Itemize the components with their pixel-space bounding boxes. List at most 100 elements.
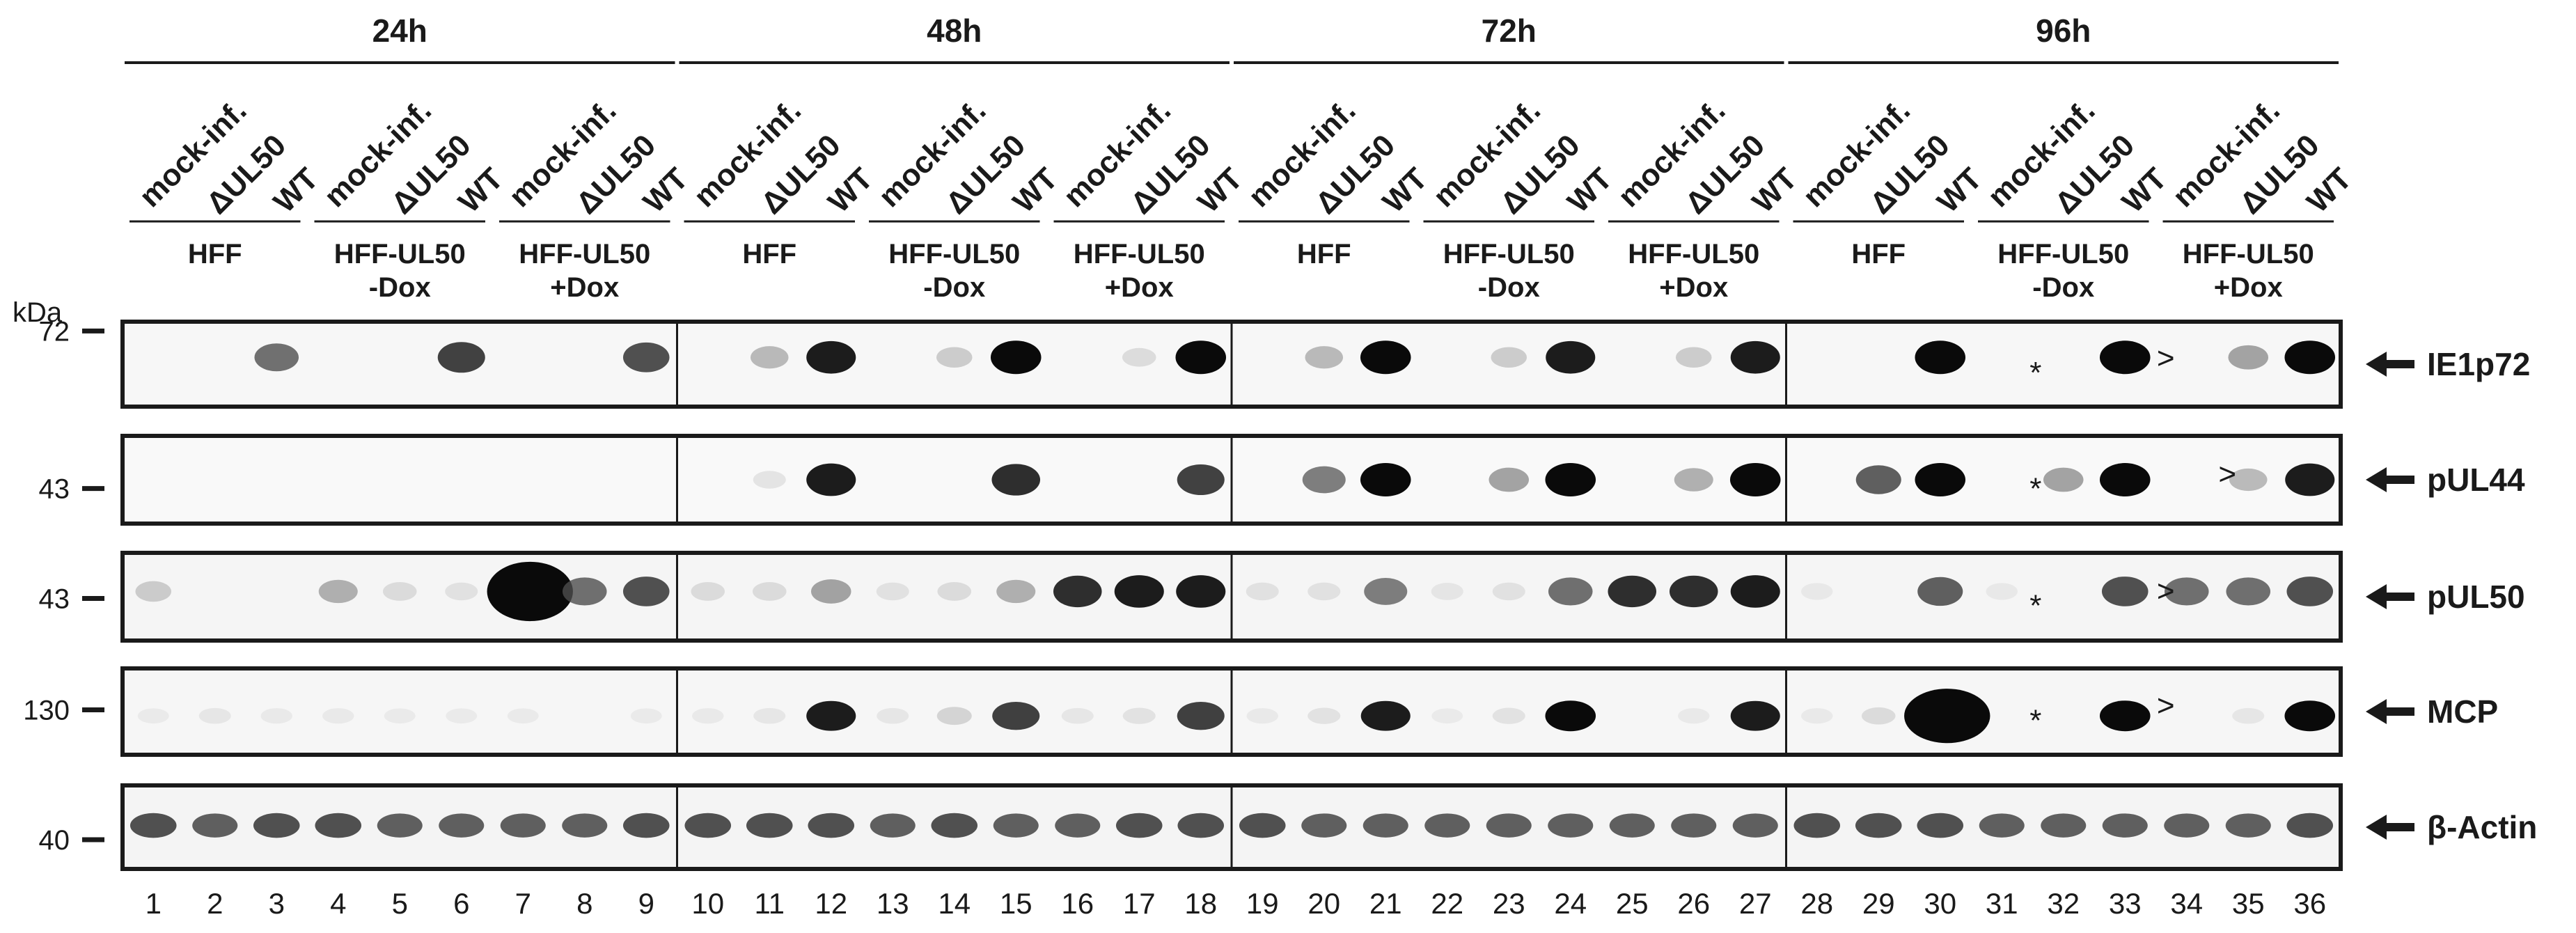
band-lane-4 [315, 813, 362, 838]
lane-number: 27 [1739, 887, 1772, 920]
lane-number: 32 [2047, 887, 2080, 920]
band-lane-14 [937, 582, 971, 601]
band-lane-27 [1729, 463, 1781, 496]
band-lane-17 [1114, 575, 1164, 608]
arrow-left-icon [2366, 815, 2414, 840]
band-lane-6 [439, 813, 485, 838]
condition-label: WT [637, 162, 695, 219]
lane-number: 35 [2232, 887, 2265, 920]
band-lane-28 [1793, 813, 1841, 838]
band-lane-23 [1489, 467, 1530, 492]
condition-label: WT [1191, 162, 1249, 219]
band-lane-36 [2284, 700, 2336, 732]
lane-number: 25 [1616, 887, 1649, 920]
band-lane-8 [562, 813, 608, 838]
blot-panels [120, 320, 2343, 871]
condition-label: WT [1561, 162, 1619, 219]
band-lane-35 [2226, 577, 2271, 606]
band-lane-31 [1986, 583, 2018, 600]
band-lane-12 [806, 700, 856, 731]
cell-line-label: HFF [188, 239, 242, 269]
condition-label: WT [267, 162, 325, 219]
band-lane-16 [1061, 707, 1094, 724]
band-lane-27 [1730, 575, 1780, 608]
band-lane-2 [198, 707, 231, 724]
panel-ie1p72 [120, 320, 2343, 409]
band-lane-23 [1492, 582, 1525, 601]
condition-label: WT [1376, 162, 1434, 219]
panel-frame [120, 551, 2343, 643]
band-lane-5 [383, 582, 417, 601]
lane-number: 22 [1431, 887, 1463, 920]
band-lane-14 [931, 813, 978, 838]
lane-number: 3 [269, 887, 285, 920]
band-lane-13 [870, 813, 916, 838]
lane-number: 12 [815, 887, 847, 920]
band-lane-7 [507, 708, 539, 724]
band-lane-30 [1915, 340, 1966, 375]
cell-line-label: HFF [1851, 239, 1906, 269]
lane-number: 24 [1554, 887, 1587, 920]
condition-label: WT [1007, 162, 1065, 219]
band-lane-26 [1674, 468, 1713, 492]
band-lane-13 [877, 707, 909, 724]
cell-line-label: HFF-UL50 [2183, 239, 2314, 269]
band-lane-12 [806, 340, 856, 374]
lane-number: 10 [691, 887, 724, 920]
arrow-left-icon [2366, 352, 2414, 377]
band-lane-24 [1545, 700, 1596, 732]
band-lane-22 [1431, 583, 1463, 600]
band-lane-34 [2164, 577, 2209, 606]
panel--actin [120, 783, 2343, 871]
band-lane-7 [500, 813, 546, 838]
band-lane-20 [1307, 707, 1341, 724]
cell-line-label: +Dox [1659, 272, 1728, 303]
lane-number: 29 [1862, 887, 1895, 920]
band-lane-27 [1730, 700, 1780, 731]
asterisk-marker: * [2029, 356, 2041, 390]
band-lane-26 [1678, 708, 1710, 724]
band-lane-15 [992, 702, 1040, 730]
band-lane-1 [129, 813, 177, 838]
lane-number: 36 [2293, 887, 2326, 920]
cell-line-label: HFF-UL50 [1997, 239, 2129, 269]
cell-line-label: HFF-UL50 [1628, 239, 1759, 269]
band-lane-26 [1675, 347, 1712, 368]
marker-label: 43 [39, 584, 70, 615]
band-lane-17 [1122, 707, 1156, 724]
band-lane-14 [936, 707, 972, 726]
band-lane-18 [1176, 575, 1226, 608]
band-lane-30 [1917, 577, 1963, 606]
cell-line-label: +Dox [550, 272, 619, 303]
band-lane-10 [691, 582, 725, 601]
band-lane-15 [996, 579, 1036, 604]
band-lane-18 [1177, 464, 1225, 496]
condition-label: WT [2116, 162, 2174, 219]
band-lane-1 [135, 581, 172, 602]
cell-line-label: HFF [742, 239, 796, 269]
band-lane-18 [1177, 813, 1225, 838]
band-lane-26 [1669, 575, 1718, 608]
band-lane-19 [1246, 582, 1279, 601]
cell-line-label: HFF-UL50 [1074, 239, 1205, 269]
band-lane-14 [936, 347, 973, 368]
band-lane-36 [2284, 340, 2336, 375]
band-lane-4 [318, 579, 358, 604]
lane-number: 21 [1369, 887, 1402, 920]
cell-line-label: -Dox [369, 272, 431, 303]
panel-frame [120, 783, 2343, 871]
lane-number: 26 [1677, 887, 1710, 920]
band-lane-29 [1862, 707, 1896, 725]
band-lane-22 [1424, 813, 1470, 838]
band-lane-35 [2229, 468, 2268, 492]
timepoint-label-96h: 96h [2036, 13, 2091, 49]
band-lane-24 [1548, 577, 1593, 606]
lane-number: 9 [638, 887, 654, 920]
band-lane-29 [1855, 465, 1901, 494]
lane-number: 17 [1123, 887, 1156, 920]
band-lane-21 [1364, 578, 1408, 605]
marker-label: 43 [39, 474, 70, 505]
condition-label: WT [452, 162, 510, 219]
band-lane-30 [1917, 813, 1964, 838]
